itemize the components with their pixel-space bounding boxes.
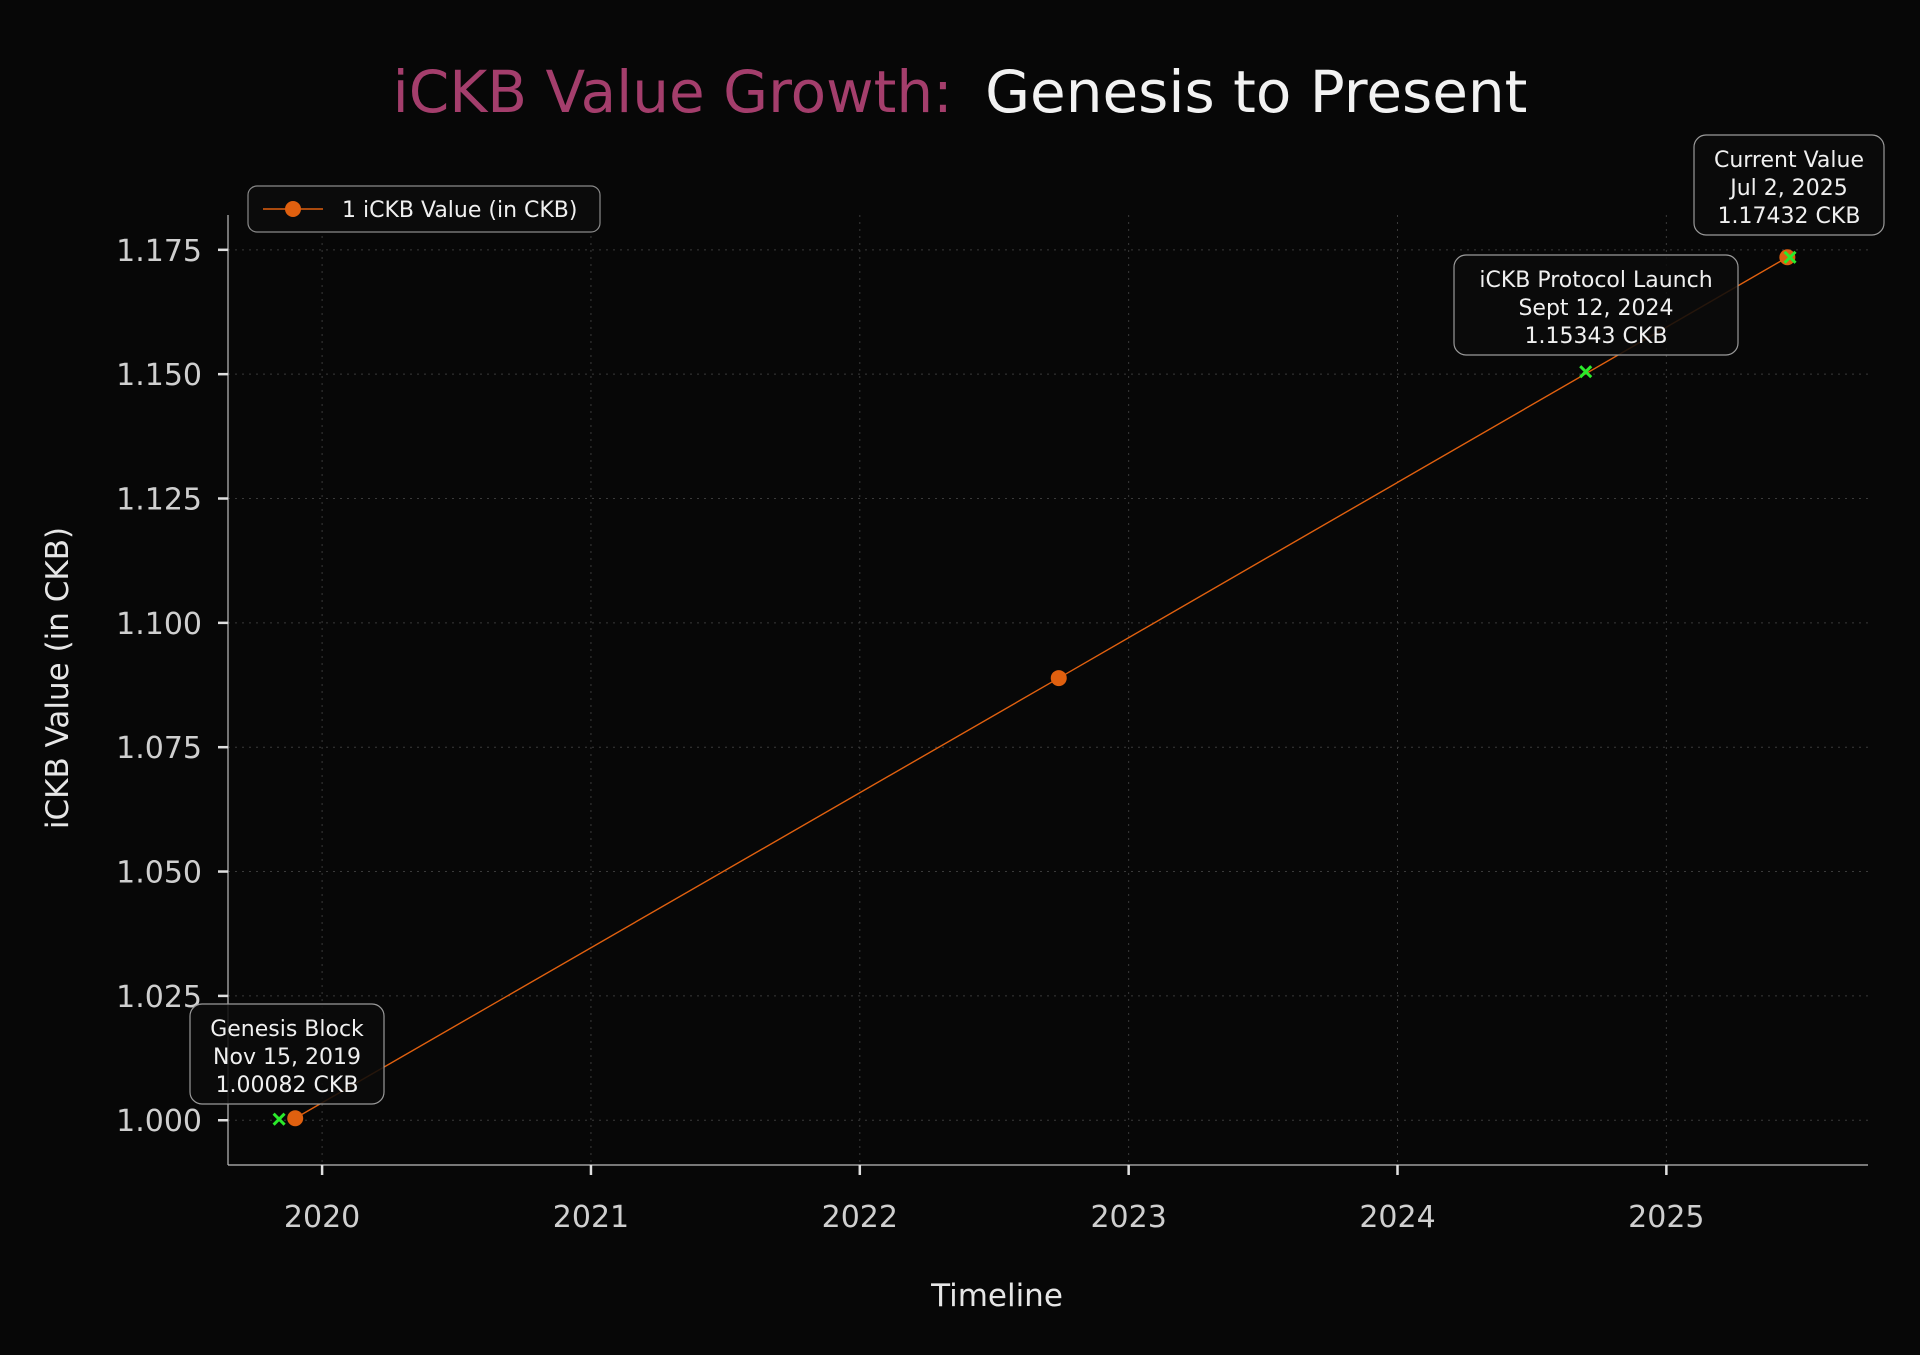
annotations: Genesis Block Nov 15, 2019 1.00082 CKB iCKB… <box>189 134 1885 1105</box>
annotation-text: iCKB Protocol Launch <box>1479 268 1712 293</box>
milestone-marker <box>1579 365 1593 379</box>
annotation-frame <box>1693 134 1885 236</box>
x-tick-label: 2020 <box>284 1200 360 1235</box>
legend-label: 1 iCKB Value (in CKB) <box>342 198 577 223</box>
chart-title-accent: iCKB Value Growth: <box>393 58 953 126</box>
x-axis-label: Timeline <box>930 1278 1063 1314</box>
milestone-marker <box>1783 250 1797 264</box>
annotation-text: Sept 12, 2024 <box>1518 296 1673 321</box>
annotation-box: iCKB Protocol Launch Sept 12, 2024 1.15343… <box>1453 254 1739 356</box>
data-point <box>287 1110 304 1127</box>
series-layer <box>272 249 1797 1127</box>
milestone-marker-stroke <box>1783 250 1797 264</box>
axes: 2020 2021 2022 2023 2024 2025 1.000 1.025 1.050 1… <box>116 215 1868 1235</box>
legend-box: 1 iCKB Value (in CKB) <box>247 185 601 233</box>
y-tick-label: 1.100 <box>116 607 202 642</box>
chart-title: iCKB Value Growth: Genesis to Present <box>393 58 1528 126</box>
y-tick-label: 1.025 <box>116 980 202 1015</box>
x-tick-label: 2025 <box>1628 1200 1704 1235</box>
annotation-text: Genesis Block <box>210 1017 364 1042</box>
x-tick-label: 2024 <box>1359 1200 1435 1235</box>
annotation-text: Nov 15, 2019 <box>213 1045 361 1070</box>
annotation-frame <box>1453 254 1739 356</box>
annotation-frame <box>189 1003 385 1105</box>
y-tick-label: 1.175 <box>116 234 202 269</box>
data-point <box>1779 249 1796 266</box>
milestone-marker-stroke <box>272 1112 286 1126</box>
y-tick-label: 1.075 <box>116 731 202 766</box>
annotation-text: Current Value <box>1714 148 1864 173</box>
legend-marker <box>285 201 301 217</box>
grid <box>228 215 1868 1165</box>
x-tick-label: 2021 <box>553 1200 629 1235</box>
annotation-text: 1.00082 CKB <box>216 1073 359 1098</box>
y-tick-label: 1.150 <box>116 358 202 393</box>
milestone-marker-stroke <box>1579 365 1593 379</box>
x-tick-label: 2022 <box>822 1200 898 1235</box>
y-axis-label: iCKB Value (in CKB) <box>40 527 76 829</box>
annotation-text: 1.17432 CKB <box>1718 204 1861 229</box>
y-tick-label: 1.125 <box>116 483 202 518</box>
y-tick-label: 1.050 <box>116 856 202 891</box>
series-line <box>294 256 1788 1119</box>
x-tick-label: 2023 <box>1090 1200 1166 1235</box>
legend: 1 iCKB Value (in CKB) <box>247 185 601 233</box>
y-tick-label: 1.000 <box>116 1104 202 1139</box>
chart-title-rest: Genesis to Present <box>985 58 1527 126</box>
data-point <box>1050 670 1067 687</box>
annotation-text: 1.15343 CKB <box>1525 324 1668 349</box>
milestone-marker <box>272 1112 286 1126</box>
legend-frame <box>247 185 601 233</box>
annotation-box: Genesis Block Nov 15, 2019 1.00082 CKB <box>189 1003 385 1105</box>
annotation-text: Jul 2, 2025 <box>1728 176 1848 201</box>
annotation-box: Current Value Jul 2, 2025 1.17432 CKB <box>1693 134 1885 236</box>
